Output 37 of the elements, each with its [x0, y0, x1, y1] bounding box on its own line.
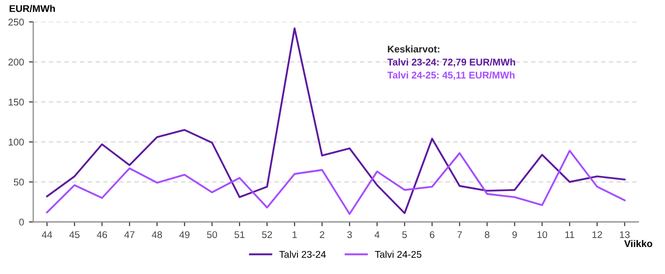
x-tick-label: 8 — [484, 231, 490, 238]
x-tick-label: 49 — [179, 231, 190, 238]
x-tick-label: 47 — [124, 231, 134, 238]
x-tick-label: 10 — [537, 231, 548, 238]
x-tick-label: 13 — [620, 231, 630, 238]
x-tick-label: 3 — [347, 231, 352, 238]
y-tick-label: 150 — [8, 98, 24, 106]
annotation: Talvi 23-24: 72,79 EUR/MWh — [387, 58, 516, 67]
y-tick-label: 50 — [14, 178, 24, 186]
x-tick-label: 11 — [565, 231, 574, 238]
x-tick-label: 4 — [374, 231, 380, 238]
y-axis-title: EUR/MWh — [10, 4, 55, 12]
x-axis-title: Viikko — [624, 240, 652, 248]
x-tick-label: 46 — [96, 231, 107, 238]
line-series — [46, 27, 626, 214]
y-tick-label: 100 — [8, 138, 24, 146]
x-tick-label: 44 — [42, 231, 52, 238]
x-tick-label: 52 — [262, 231, 272, 238]
annotation: Talvi 24-25: 45,11 EUR/MWh — [387, 71, 515, 80]
x-tick-label: 6 — [430, 231, 434, 238]
y-tick-label: 250 — [8, 18, 24, 26]
annotation: Keskiarvot: — [388, 45, 440, 53]
x-tick-label: 50 — [207, 231, 218, 238]
legend-label: Talvi 23-24 — [279, 250, 326, 258]
y-tick-label: 0 — [19, 218, 24, 226]
x-tick-label: 5 — [402, 231, 407, 238]
x-tick-label: 12 — [592, 231, 602, 238]
x-tick-label: 9 — [512, 231, 517, 238]
line-series — [46, 150, 626, 215]
x-tick-label: 51 — [234, 231, 244, 238]
x-tick-label: 1 — [292, 231, 297, 238]
x-tick-label: 48 — [152, 231, 162, 238]
legend-label: Talvi 24-25 — [374, 250, 422, 258]
x-tick-label: 7 — [457, 231, 462, 238]
x-tick-label: 2 — [320, 231, 324, 238]
x-tick-label: 45 — [69, 231, 80, 238]
y-tick-label: 200 — [8, 58, 24, 66]
